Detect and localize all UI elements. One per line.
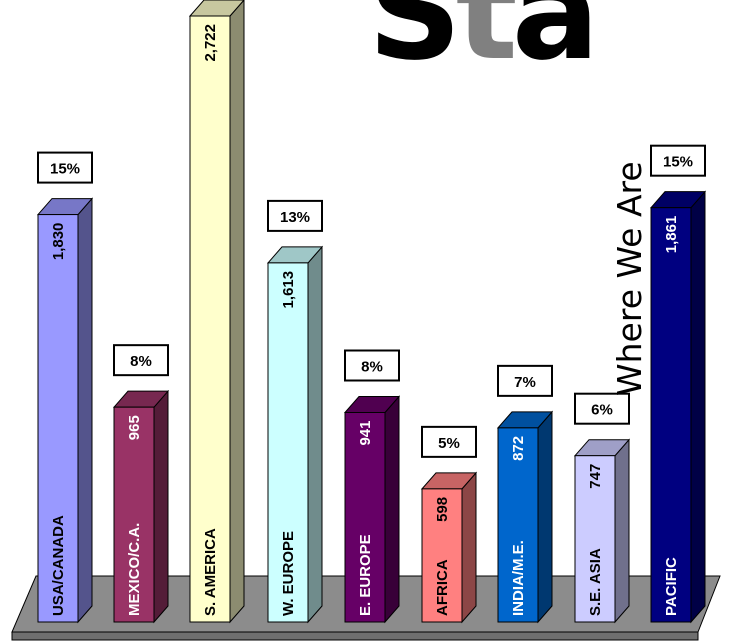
percent-box bbox=[650, 144, 706, 177]
value-label: 1,613 bbox=[280, 271, 297, 309]
percent-text: 6% bbox=[591, 402, 613, 419]
percent-label-w-europe: 13% bbox=[267, 199, 323, 232]
bar-africa: AFRICA 598 bbox=[420, 471, 478, 624]
bar-side-face bbox=[229, 0, 245, 624]
percent-box bbox=[37, 151, 93, 184]
logo-letter: a bbox=[512, 0, 594, 89]
bar-front-face bbox=[497, 427, 539, 623]
bar-s-e-asia: S.E. ASIA 747 bbox=[573, 438, 631, 624]
percent-label-africa: 5% bbox=[421, 425, 477, 458]
percent-labels: 15%8%23%13%8%5%7%6%15% bbox=[37, 144, 706, 458]
bar-front-face bbox=[267, 262, 309, 623]
bar-front-face bbox=[650, 207, 692, 623]
category-label: S.E. ASIA bbox=[587, 548, 604, 616]
percent-text: 8% bbox=[361, 359, 383, 376]
percent-text: 8% bbox=[130, 353, 152, 370]
category-label: PACIFIC bbox=[663, 557, 680, 616]
logo-letter: S bbox=[368, 0, 456, 89]
value-label: 2,722 bbox=[202, 24, 219, 62]
bar-india-m-e: INDIA/M.E. 872 bbox=[496, 410, 554, 624]
value-label: 965 bbox=[126, 415, 143, 440]
bar-mexico-c-a: MEXICO/C.A. 965 bbox=[112, 389, 170, 624]
category-label: INDIA/M.E. bbox=[510, 540, 527, 616]
bar-side-face bbox=[614, 438, 630, 624]
bar-front-face bbox=[574, 455, 616, 623]
value-label: 598 bbox=[434, 497, 451, 522]
logo: Sta bbox=[368, 0, 600, 89]
logo-lettering: Sta bbox=[368, 0, 594, 89]
bar-w-europe: W. EUROPE 1,613 bbox=[266, 245, 324, 624]
bar-pacific: PACIFIC 1,861 bbox=[649, 190, 707, 624]
bar-side-face bbox=[537, 410, 553, 624]
percent-text: 13% bbox=[280, 209, 310, 226]
bar-front-face bbox=[113, 406, 155, 623]
bar-s-america: S. AMERICA 2,722 bbox=[188, 0, 245, 624]
bar-side-face bbox=[690, 190, 706, 624]
category-label: W. EUROPE bbox=[280, 531, 297, 616]
bar-side-face bbox=[153, 389, 169, 624]
percent-box bbox=[421, 425, 477, 458]
bar-side-face bbox=[461, 471, 477, 624]
percent-box bbox=[113, 344, 169, 377]
percent-label-pacific: 15% bbox=[650, 144, 706, 177]
category-label: S. AMERICA bbox=[202, 528, 219, 616]
category-label: AFRICA bbox=[434, 559, 451, 616]
bar-side-face bbox=[77, 197, 93, 624]
percent-label-india-m-e: 7% bbox=[497, 364, 553, 397]
percent-box bbox=[267, 199, 323, 232]
category-label: E. EUROPE bbox=[357, 534, 374, 616]
logo-letter: t bbox=[456, 0, 516, 89]
bars: USA/CANADA 1,830 MEXICO/C.A. 965 S. AMERICA 2… bbox=[36, 0, 707, 624]
side-title: Where We Are bbox=[610, 161, 649, 396]
bar-usa-canada: USA/CANADA 1,830 bbox=[36, 197, 94, 624]
floor-edge bbox=[11, 631, 699, 641]
percent-text: 15% bbox=[50, 161, 80, 178]
value-label: 941 bbox=[357, 421, 374, 446]
percent-text: 7% bbox=[514, 374, 536, 391]
value-label: 872 bbox=[510, 436, 527, 461]
percent-box bbox=[344, 349, 400, 382]
percent-label-e-europe: 8% bbox=[344, 349, 400, 382]
bar-front-face bbox=[344, 412, 386, 623]
percent-label-mexico-c-a: 8% bbox=[113, 344, 169, 377]
percent-label-s-e-asia: 6% bbox=[574, 392, 630, 425]
bar-side-face bbox=[384, 395, 400, 624]
bar-front-face bbox=[37, 214, 79, 623]
percent-box bbox=[574, 392, 630, 425]
bar-front-face bbox=[421, 488, 463, 623]
category-label: USA/CANADA bbox=[50, 515, 67, 616]
percent-text: 15% bbox=[663, 154, 693, 171]
category-label: MEXICO/C.A. bbox=[126, 523, 143, 616]
percent-label-usa-canada: 15% bbox=[37, 151, 93, 184]
bar-side-face bbox=[307, 245, 323, 624]
value-label: 1,861 bbox=[663, 216, 680, 254]
value-label: 747 bbox=[587, 464, 604, 489]
bar-front-face bbox=[189, 15, 231, 623]
value-label: 1,830 bbox=[50, 223, 67, 261]
percent-box bbox=[497, 364, 553, 397]
percent-text: 5% bbox=[438, 435, 460, 452]
bar-e-europe: E. EUROPE 941 bbox=[343, 395, 401, 624]
